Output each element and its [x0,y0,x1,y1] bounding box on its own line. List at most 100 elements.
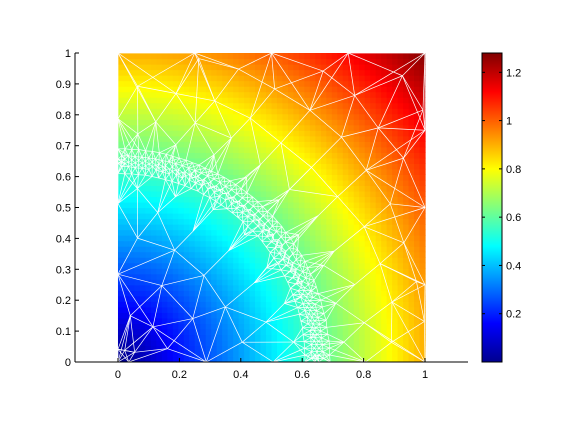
mesh-edge [271,53,275,89]
mesh-edge [262,220,269,226]
heatmap-cell [381,317,388,324]
mesh-edge [252,220,259,227]
mesh-edge [207,175,214,180]
heatmap-cell [227,185,234,192]
heatmap-cell [134,273,141,280]
mesh-edge [138,149,143,158]
mesh-edge [222,188,227,195]
mesh-edge [259,218,266,225]
heatmap-cell [309,152,316,159]
heatmap-cell [227,323,234,330]
mesh-edge [135,164,139,169]
heatmap-cell [342,251,349,258]
heatmap-cell [337,323,344,330]
mesh-edge [295,249,298,260]
heatmap-cell [161,113,168,120]
heatmap-cell [205,246,212,253]
heatmap-cell [353,64,360,71]
mesh-edge [181,165,189,169]
heatmap-cell [282,58,289,65]
mesh-edge [320,300,323,307]
mesh-edge [236,188,242,195]
mesh-edge [175,93,196,124]
mesh-edge [294,300,304,305]
heatmap-cell [364,58,371,65]
heatmap-cell [271,284,278,291]
heatmap-cell [298,91,305,98]
heatmap-cell [315,97,322,104]
heatmap-cell [309,168,316,175]
heatmap-cell [161,75,168,82]
heatmap-field [117,53,426,362]
heatmap-cell [309,124,316,131]
heatmap-cell [200,157,207,164]
mesh-edge [323,302,337,314]
heatmap-cell [320,152,327,159]
heatmap-cell [397,350,404,358]
heatmap-cell [287,279,295,286]
heatmap-cell [249,146,256,153]
mesh-edge [198,164,202,174]
heatmap-cell [205,130,212,137]
mesh-edge [297,280,302,285]
heatmap-cell [353,246,360,253]
mesh-edge [304,347,312,352]
mesh-edge [124,350,130,362]
heatmap-cell [320,213,327,220]
heatmap-cell [419,246,426,253]
mesh-edge [128,348,168,362]
mesh-edge [162,166,166,170]
mesh-edge [241,206,244,213]
mesh-edge [278,263,287,266]
heatmap-cell [408,119,415,126]
heatmap-cell [414,334,421,341]
heatmap-cell [200,290,207,297]
mesh-edge [314,344,317,349]
mesh-edge [265,303,285,323]
y-tick-label: 0 [65,357,71,369]
mesh-edge [293,341,305,343]
heatmap-cell [337,163,344,170]
heatmap-cell [205,345,212,352]
heatmap-cell [282,174,289,181]
heatmap-cell [233,91,240,98]
mesh-edge [152,326,207,362]
heatmap-cell [298,179,305,187]
heatmap-cell [342,113,349,120]
heatmap-cell [414,152,421,159]
heatmap-cell [353,262,360,269]
heatmap-cell [266,179,273,187]
heatmap-cell [392,64,399,71]
heatmap-cell [189,190,196,198]
heatmap-cell [244,279,251,286]
heatmap-cell [408,80,415,87]
heatmap-cell [172,251,179,258]
mesh-edge [365,170,391,205]
heatmap-cell [271,185,278,192]
mesh-edge [128,162,132,165]
mesh-edge [195,177,199,182]
heatmap-cell [381,207,388,214]
heatmap-cell [255,334,262,341]
mesh-edge [124,155,129,160]
heatmap-cell [392,246,399,253]
heatmap-cell [200,246,207,253]
heatmap-cell [266,69,273,76]
heatmap-cell [276,97,284,104]
heatmap-cell [161,295,168,302]
heatmap-cell [260,163,267,170]
mesh-edge [310,273,315,281]
heatmap-cell [392,163,399,170]
heatmap-cell [161,262,168,269]
mesh-edge [390,203,426,208]
heatmap-cell [364,262,371,269]
heatmap-cell [359,345,366,352]
heatmap-cell [309,356,316,362]
heatmap-cell [233,339,240,347]
heatmap-cell [386,257,393,264]
heatmap-cell [150,284,157,291]
heatmap-cell [156,185,163,192]
mesh-edge [152,151,160,154]
heatmap-cell [375,213,382,220]
heatmap-cell [172,240,179,247]
